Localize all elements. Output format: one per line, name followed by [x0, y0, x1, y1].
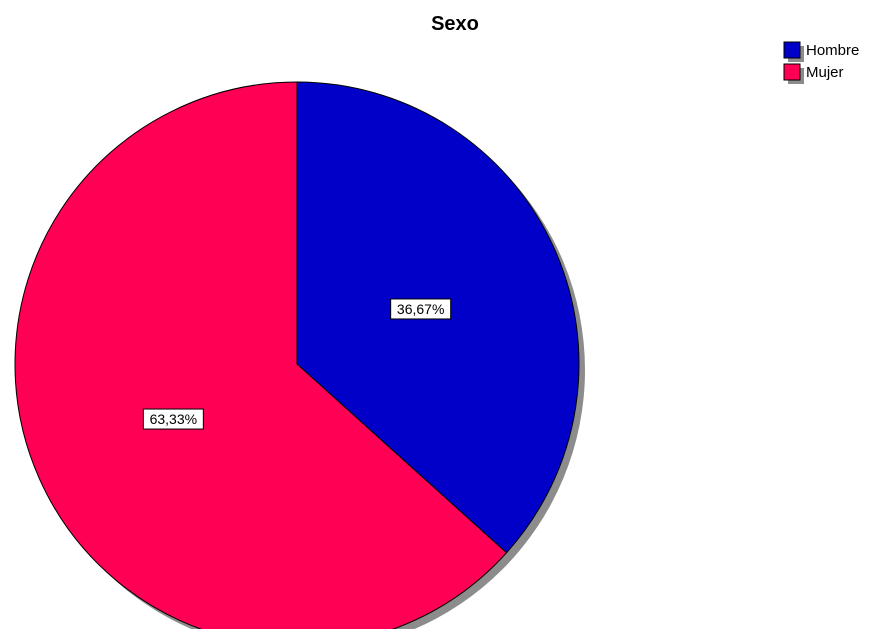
legend-label: Hombre: [806, 42, 859, 59]
slice-label-mujer: 63,33%: [142, 408, 204, 430]
legend-swatch: [783, 63, 801, 81]
legend-item-mujer: Mujer: [783, 63, 844, 84]
pie-slices: [14, 81, 580, 629]
slice-label-text: 36,67%: [397, 301, 444, 317]
slice-labels: 36,67% 63,33%: [142, 298, 452, 430]
legend-swatch: [783, 41, 801, 59]
pie-slice-mujer: [14, 81, 508, 629]
chart-title: Sexo: [431, 13, 479, 35]
slice-label-text: 63,33%: [150, 411, 197, 427]
slice-label-box: [142, 408, 204, 430]
legend: Hombre Mujer: [783, 41, 859, 84]
legend-label: Mujer: [806, 64, 844, 81]
legend-item-hombre: Hombre: [783, 41, 859, 62]
slice-label-box: [390, 298, 452, 320]
slice-label-hombre: 36,67%: [390, 298, 452, 320]
